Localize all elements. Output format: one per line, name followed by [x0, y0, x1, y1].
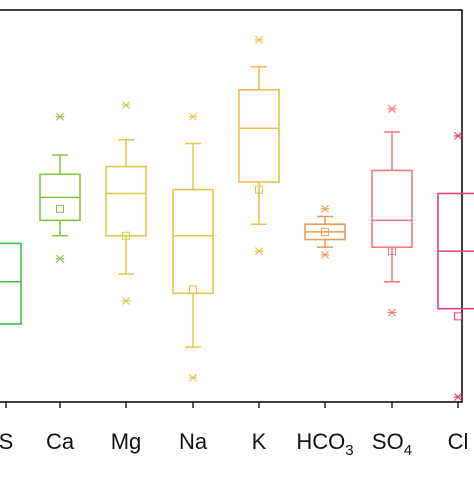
mg-mean-marker	[122, 231, 130, 240]
x-tick-label-text: K	[252, 429, 267, 454]
hco-outlier-0	[320, 204, 330, 213]
box-group-ca	[39, 112, 81, 263]
ca-mean-marker	[56, 204, 64, 213]
box-series	[0, 35, 474, 401]
mg-outlier-1	[121, 297, 131, 305]
box-group-k	[238, 35, 280, 256]
so-outlier-1	[387, 308, 397, 317]
hco-outlier-1	[320, 250, 330, 259]
x-tick-label-s: S	[0, 429, 13, 454]
x-tick-label-text: S	[0, 429, 13, 454]
box-group-s	[0, 242, 22, 325]
hco-mean-marker	[321, 227, 329, 236]
so-box	[371, 169, 413, 249]
k-mean-marker	[255, 185, 263, 194]
x-tick-label-so: SO4	[372, 429, 412, 459]
mg-outlier-0	[121, 101, 131, 110]
x-tick-label-hco: HCO3	[296, 429, 353, 459]
ca-outlier-1	[55, 254, 65, 263]
x-tick-label-text: Cl	[448, 429, 469, 454]
x-tick-label-text: SO	[372, 429, 404, 454]
x-tick-label-ca: Ca	[46, 429, 75, 454]
x-tick-label-cl: Cl	[448, 429, 469, 454]
k-box	[238, 89, 280, 183]
na-outlier-0	[188, 112, 198, 121]
na-outlier-1	[188, 373, 198, 382]
cl-outlier-0	[453, 131, 463, 140]
cl-outlier-1	[453, 393, 463, 401]
x-tick-label-mg: Mg	[111, 429, 142, 454]
cl-mean-marker	[454, 312, 462, 321]
x-tick-label-na: Na	[179, 429, 208, 454]
x-tick-label-k: K	[252, 429, 267, 454]
box-group-cl	[437, 131, 474, 401]
x-tick-label-text: HCO	[296, 429, 345, 454]
plot-border	[0, 9, 463, 403]
x-tick-label-text: Na	[179, 429, 208, 454]
so-outlier-0	[387, 105, 397, 113]
plot-frame	[0, 9, 463, 408]
so-mean-marker	[388, 247, 396, 256]
mg-box	[105, 165, 147, 237]
x-tick-labels: S Ca Mg Na K HCO3 SO4 Cl	[0, 429, 468, 459]
box-group-hco	[304, 204, 346, 259]
k-outlier-0	[254, 35, 264, 44]
x-tick-label-text: Ca	[46, 429, 75, 454]
box-group-mg	[105, 101, 147, 305]
s-box	[0, 242, 22, 325]
na-box	[172, 188, 214, 295]
box-group-so	[371, 105, 413, 317]
na-mean-marker	[189, 285, 197, 294]
box-group-na	[172, 112, 214, 382]
k-outlier-1	[254, 247, 264, 256]
ca-outlier-0	[55, 112, 65, 121]
x-tick-label-text: Mg	[111, 429, 142, 454]
x-tick-label-subscript: 3	[345, 442, 353, 459]
x-tick-label-subscript: 4	[404, 442, 412, 459]
